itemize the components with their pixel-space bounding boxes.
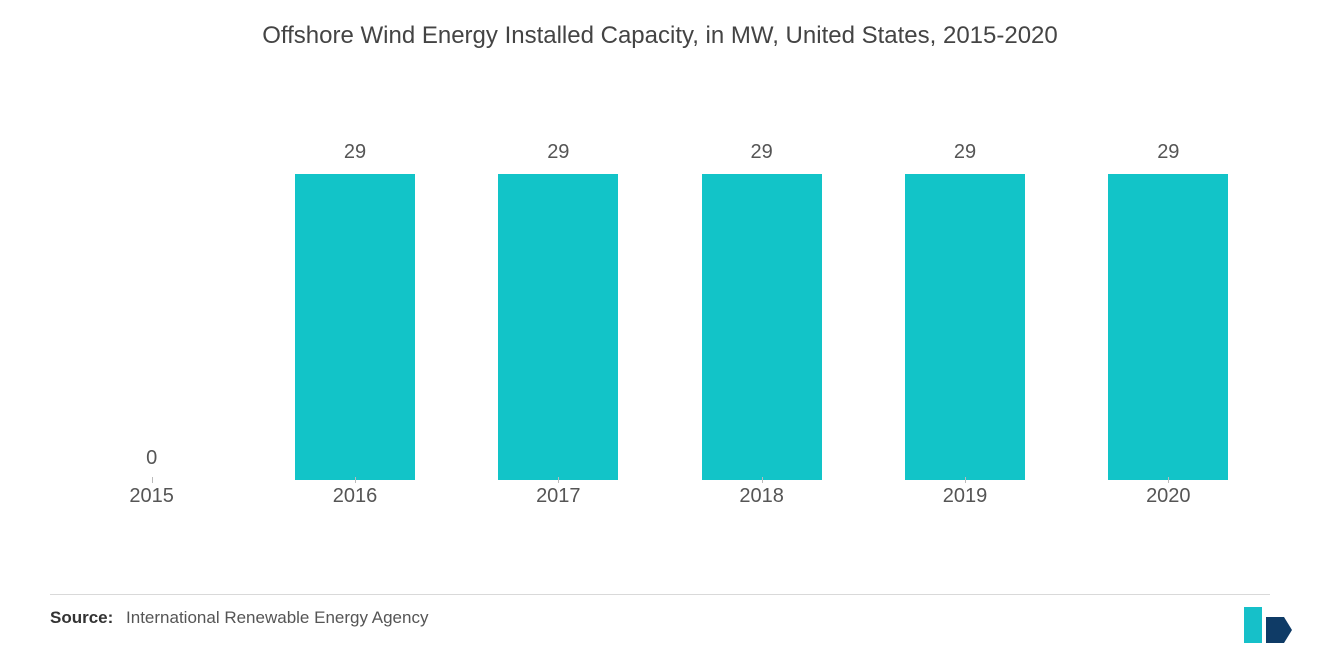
x-tick [558,477,559,483]
x-tick [1168,477,1169,483]
bar-value-label: 29 [751,141,773,164]
x-axis-label: 2018 [660,485,863,508]
logo-bar-b [1266,617,1284,643]
footer-divider [50,594,1270,595]
bar-value-label: 29 [547,141,569,164]
x-tick [965,477,966,483]
source-value: International Renewable Energy Agency [126,608,428,627]
brand-logo-icon [1244,607,1284,643]
bar [1108,174,1228,480]
x-tick [152,477,153,483]
x-tick [355,477,356,483]
source-attribution: Source: International Renewable Energy A… [50,608,428,628]
bar-value-label: 0 [146,447,157,470]
source-label: Source: [50,608,113,627]
bar [295,174,415,480]
bar-value-label: 29 [1157,141,1179,164]
x-axis-label: 2019 [863,485,1066,508]
bar [905,174,1025,480]
bar-value-label: 29 [344,141,366,164]
bar [498,174,618,480]
x-axis-label: 2017 [457,485,660,508]
chart-title: Offshore Wind Energy Installed Capacity,… [0,22,1320,50]
bar [702,174,822,480]
logo-bar-a [1244,607,1262,643]
x-tick [762,477,763,483]
chart-container: Offshore Wind Energy Installed Capacity,… [0,0,1320,665]
x-axis-label: 2015 [50,485,253,508]
bar-value-label: 29 [954,141,976,164]
x-axis-label: 2020 [1067,485,1270,508]
plot-area: 0 2015 29 2016 29 2017 29 2018 29 2019 29 2020 [50,80,1270,520]
x-axis-label: 2016 [253,485,456,508]
